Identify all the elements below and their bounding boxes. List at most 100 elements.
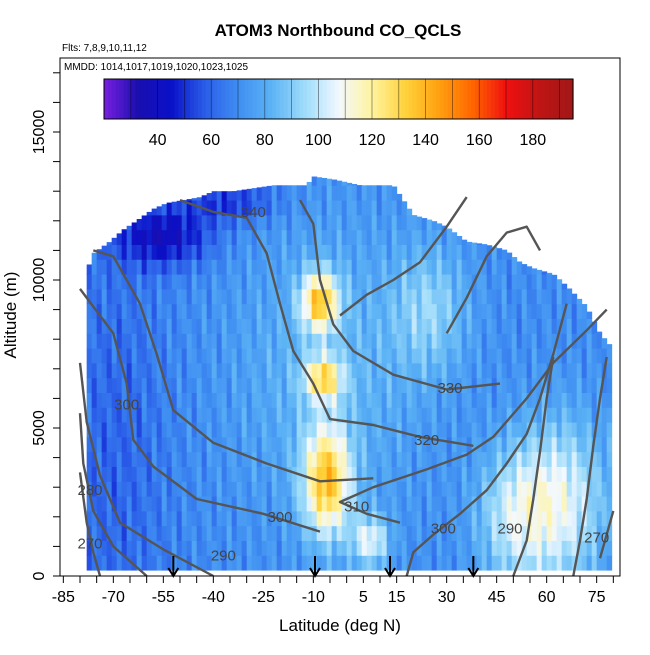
colorbar-segment [232, 79, 238, 119]
heatmap-cell [411, 318, 418, 334]
heatmap-cell [291, 436, 298, 453]
heatmap-cell [196, 510, 203, 527]
heatmap-cell [156, 525, 163, 541]
heatmap-cell [576, 496, 583, 512]
heatmap-cell [131, 510, 138, 527]
heatmap-cell [231, 229, 238, 245]
heatmap-cell [91, 362, 98, 379]
heatmap-cell [111, 555, 118, 571]
heatmap-cell [261, 259, 268, 275]
heatmap-cell [151, 318, 158, 334]
heatmap-cell [376, 451, 383, 467]
heatmap-cell [151, 481, 158, 497]
heatmap-cell [271, 259, 278, 275]
heatmap-cell [351, 407, 358, 423]
heatmap-cell [246, 200, 253, 216]
heatmap-cell [426, 466, 433, 482]
heatmap-cell [536, 510, 543, 527]
heatmap-cell [111, 362, 118, 379]
heatmap-cell [256, 318, 263, 334]
heatmap-cell [546, 318, 553, 334]
colorbar-tick-label: 180 [519, 132, 546, 149]
heatmap-cell [606, 348, 613, 364]
heatmap-cell [181, 362, 188, 379]
heatmap-cell [171, 201, 178, 216]
heatmap-cell [256, 392, 263, 408]
heatmap-cell [221, 377, 228, 393]
heatmap-cell [301, 481, 308, 497]
heatmap-cell [561, 333, 568, 349]
heatmap-cell [331, 362, 338, 379]
heatmap-cell [386, 436, 393, 453]
heatmap-cell [341, 392, 348, 408]
heatmap-cell [351, 481, 358, 497]
heatmap-cell [516, 318, 523, 334]
heatmap-cell [301, 288, 308, 305]
heatmap-cell [426, 348, 433, 364]
heatmap-cell [286, 318, 293, 334]
heatmap-cell [111, 288, 118, 305]
heatmap-cell [206, 407, 213, 423]
heatmap-cell [181, 229, 188, 245]
heatmap-cell [196, 392, 203, 408]
heatmap-cell [561, 555, 568, 571]
heatmap-cell [166, 510, 173, 527]
heatmap-cell [266, 496, 273, 512]
heatmap-cell [276, 333, 283, 349]
heatmap-cell [461, 510, 468, 527]
heatmap-cell [446, 348, 453, 364]
heatmap-cell [121, 229, 128, 245]
heatmap-cell [401, 259, 408, 275]
heatmap-cell [331, 466, 338, 482]
heatmap-cell [441, 525, 448, 541]
heatmap-cell [496, 392, 503, 408]
heatmap-cell [356, 333, 363, 349]
heatmap-cell [396, 214, 403, 231]
heatmap-cell [306, 362, 313, 379]
heatmap-cell [506, 496, 513, 512]
heatmap-cell [161, 510, 168, 527]
heatmap-cell [401, 496, 408, 512]
heatmap-cell [276, 481, 283, 497]
heatmap-cell [571, 510, 578, 527]
heatmap-cell [136, 333, 143, 349]
heatmap-cell [331, 392, 338, 408]
heatmap-cell [426, 274, 433, 290]
heatmap-cell [126, 259, 133, 275]
heatmap-cell [201, 436, 208, 453]
colorbar-segment [377, 79, 383, 119]
heatmap-cell [521, 466, 528, 482]
heatmap-cell [216, 259, 223, 275]
heatmap-cell [201, 481, 208, 497]
heatmap-cell [381, 451, 388, 467]
heatmap-cell [556, 392, 563, 408]
heatmap-cell [301, 318, 308, 334]
colorbar-segment [174, 79, 179, 119]
heatmap-cell [181, 422, 188, 438]
heatmap-cell [331, 303, 338, 319]
heatmap-cell [566, 377, 573, 393]
heatmap-cell [551, 303, 558, 319]
heatmap-cell [141, 510, 148, 527]
heatmap-cell [486, 540, 493, 556]
heatmap-cell [486, 348, 493, 364]
heatmap-cell [316, 510, 323, 527]
heatmap-cell [271, 407, 278, 423]
heatmap-cell [301, 377, 308, 393]
heatmap-cell [151, 496, 158, 512]
heatmap-cell [256, 362, 263, 379]
heatmap-cell [316, 540, 323, 556]
heatmap-cell [296, 525, 303, 541]
heatmap-cell [146, 274, 153, 290]
heatmap-cell [311, 318, 318, 334]
heatmap-cell [106, 348, 113, 364]
heatmap-cell [231, 496, 238, 512]
heatmap-cell [586, 392, 593, 408]
heatmap-cell [541, 496, 548, 512]
heatmap-cell [526, 540, 533, 556]
heatmap-cell [146, 259, 153, 275]
heatmap-cell [486, 496, 493, 512]
heatmap-cell [476, 436, 483, 453]
heatmap-cell [371, 481, 378, 497]
heatmap-cell [126, 436, 133, 453]
